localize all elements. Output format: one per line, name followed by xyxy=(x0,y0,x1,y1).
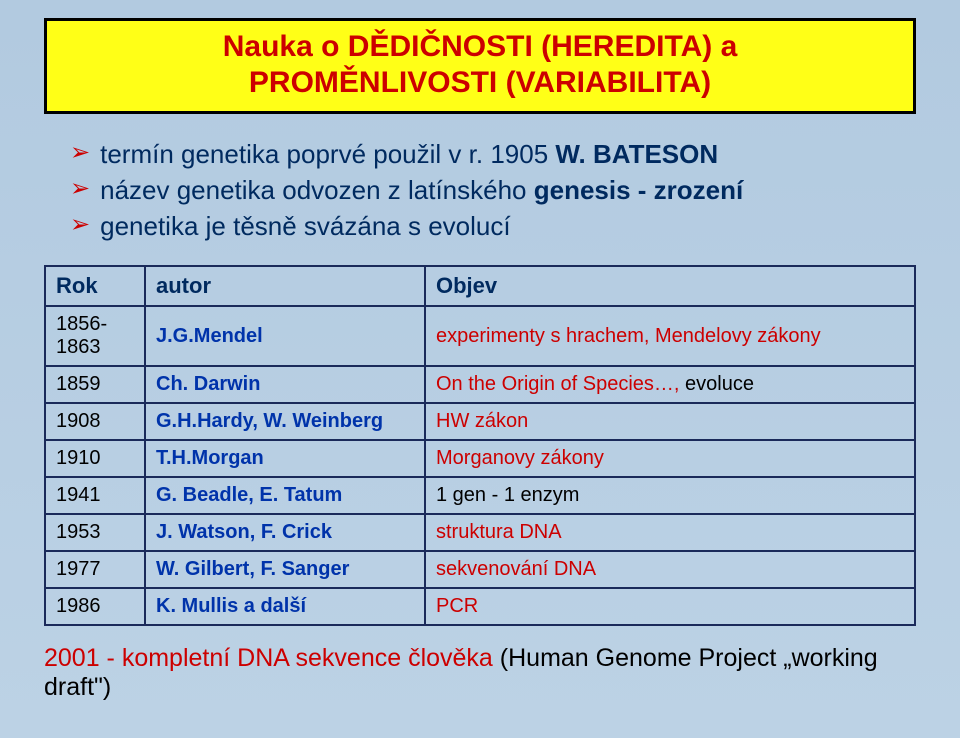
bullet-item: ➢ termín genetika poprvé použil v r. 190… xyxy=(70,138,916,172)
col-year-header: Rok xyxy=(45,266,145,306)
cell-year: 1977 xyxy=(45,551,145,588)
cell-discovery: 1 gen - 1 enzym xyxy=(425,477,915,514)
cell-author: G.H.Hardy, W. Weinberg xyxy=(145,403,425,440)
footer-text: 2001 - kompletní DNA sekvence člověka (H… xyxy=(44,644,878,701)
bullet-text: genetika je těsně svázána s evolucí xyxy=(100,210,510,244)
cell-year: 1941 xyxy=(45,477,145,514)
table-row: 1953 J. Watson, F. Crick struktura DNA xyxy=(45,514,915,551)
bullet-item: ➢ genetika je těsně svázána s evolucí xyxy=(70,210,916,244)
bullet-icon: ➢ xyxy=(70,174,90,204)
bullet-text: název genetika odvozen z latínského gene… xyxy=(100,174,743,208)
col-author-header: autor xyxy=(145,266,425,306)
cell-author: G. Beadle, E. Tatum xyxy=(145,477,425,514)
cell-discovery: experimenty s hrachem, Mendelovy zákony xyxy=(425,306,915,366)
bullet-list: ➢ termín genetika poprvé použil v r. 190… xyxy=(70,138,916,243)
bullet-icon: ➢ xyxy=(70,138,90,168)
cell-year: 1910 xyxy=(45,440,145,477)
bullet-item: ➢ název genetika odvozen z latínského ge… xyxy=(70,174,916,208)
table-row: 1910 T.H.Morgan Morganovy zákony xyxy=(45,440,915,477)
table-row: 1859 Ch. Darwin On the Origin of Species… xyxy=(45,366,915,403)
cell-discovery: PCR xyxy=(425,588,915,625)
cell-author: W. Gilbert, F. Sanger xyxy=(145,551,425,588)
cell-discovery: On the Origin of Species…, evoluce xyxy=(425,366,915,403)
cell-year: 1986 xyxy=(45,588,145,625)
cell-author: J.G.Mendel xyxy=(145,306,425,366)
cell-discovery: HW zákon xyxy=(425,403,915,440)
bullet-text: termín genetika poprvé použil v r. 1905 … xyxy=(100,138,718,172)
cell-discovery: Morganovy zákony xyxy=(425,440,915,477)
cell-year: 1953 xyxy=(45,514,145,551)
title-line-1: Nauka o DĚDIČNOSTI (HEREDITA) a xyxy=(57,29,903,65)
cell-author: Ch. Darwin xyxy=(145,366,425,403)
table-row: 1977 W. Gilbert, F. Sanger sekvenování D… xyxy=(45,551,915,588)
cell-year: 1908 xyxy=(45,403,145,440)
table-row: 1856-1863 J.G.Mendel experimenty s hrach… xyxy=(45,306,915,366)
cell-discovery: struktura DNA xyxy=(425,514,915,551)
history-table: Rok autor Objev 1856-1863 J.G.Mendel exp… xyxy=(44,265,916,626)
cell-author: J. Watson, F. Crick xyxy=(145,514,425,551)
cell-year: 1859 xyxy=(45,366,145,403)
cell-author: T.H.Morgan xyxy=(145,440,425,477)
table-row: 1908 G.H.Hardy, W. Weinberg HW zákon xyxy=(45,403,915,440)
cell-year: 1856-1863 xyxy=(45,306,145,366)
title-line-2: PROMĚNLIVOSTI (VARIABILITA) xyxy=(57,65,903,101)
bullet-icon: ➢ xyxy=(70,210,90,240)
footer-note: 2001 - kompletní DNA sekvence člověka (H… xyxy=(44,644,916,702)
table-row: 1941 G. Beadle, E. Tatum 1 gen - 1 enzym xyxy=(45,477,915,514)
table-header-row: Rok autor Objev xyxy=(45,266,915,306)
slide-title-box: Nauka o DĚDIČNOSTI (HEREDITA) a PROMĚNLI… xyxy=(44,18,916,114)
cell-author: K. Mullis a další xyxy=(145,588,425,625)
cell-discovery: sekvenování DNA xyxy=(425,551,915,588)
col-discovery-header: Objev xyxy=(425,266,915,306)
table-row: 1986 K. Mullis a další PCR xyxy=(45,588,915,625)
